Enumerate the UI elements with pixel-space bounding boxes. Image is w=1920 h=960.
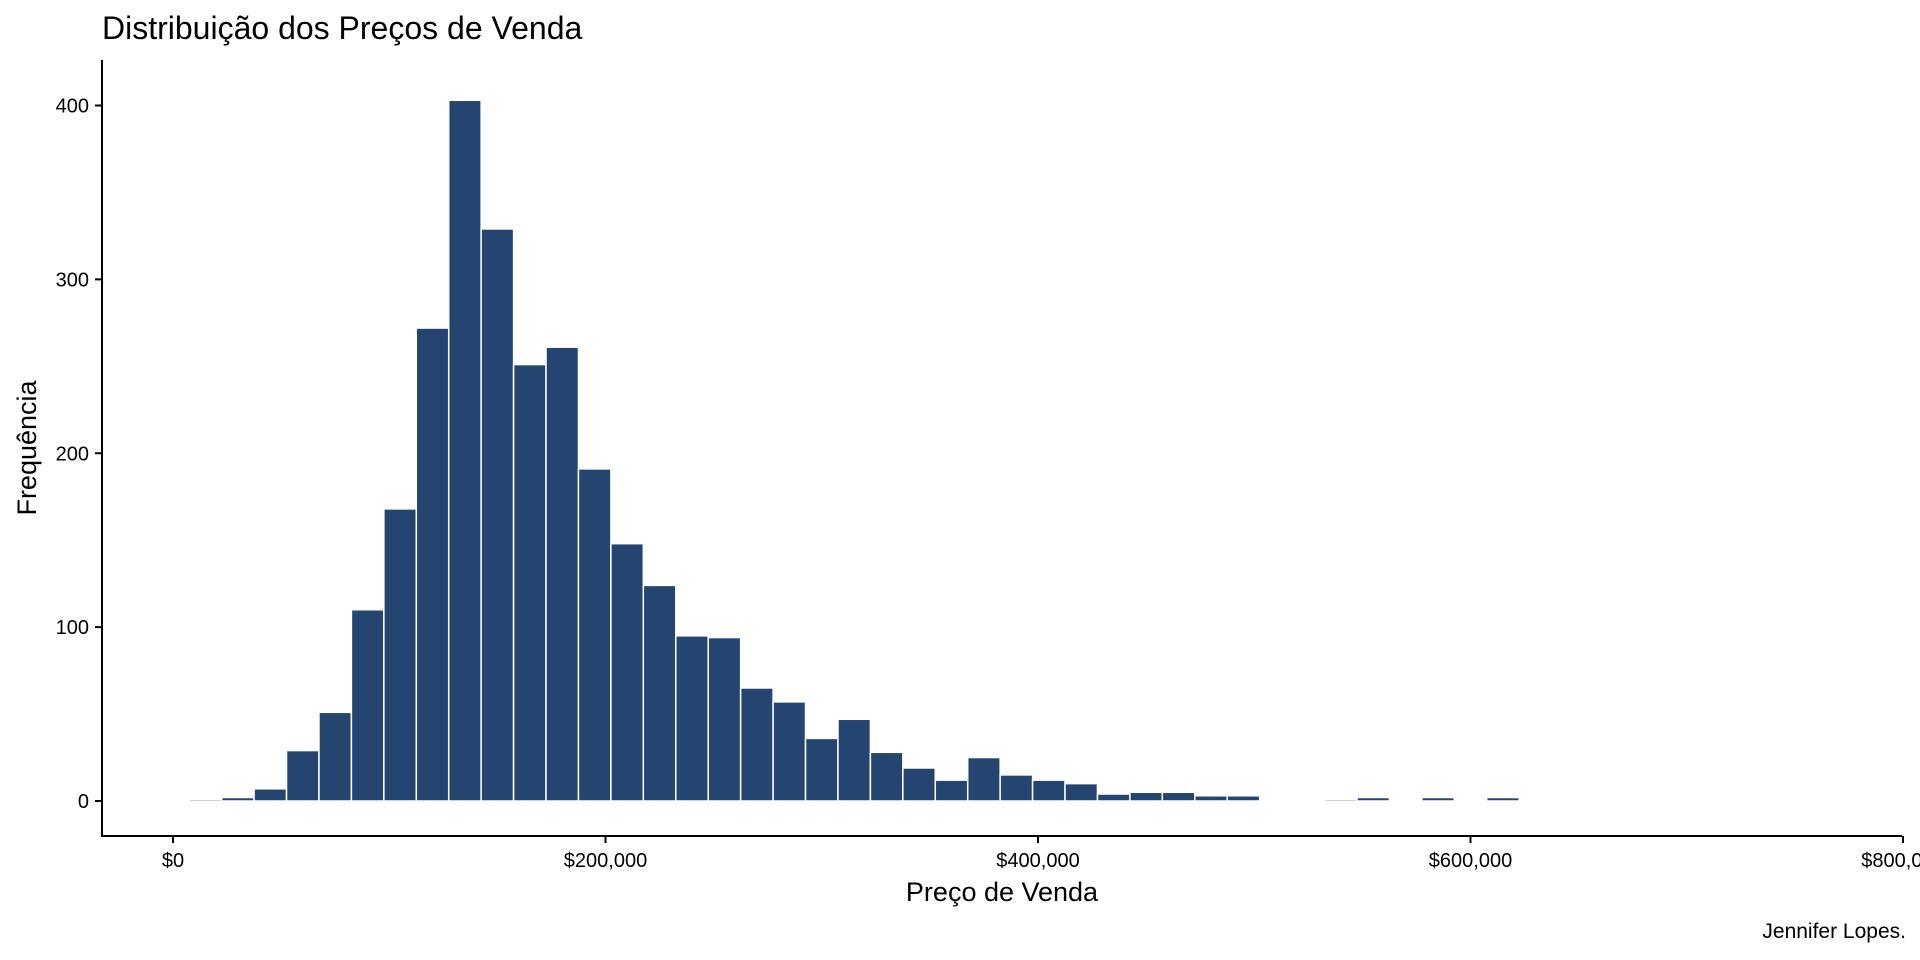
histogram-bar [1356,796,1391,802]
histogram-bar [934,779,969,802]
histogram-bar [1421,796,1456,802]
y-tick-label: 100 [56,617,89,639]
histogram-bar [285,749,320,802]
chart-caption: Jennifer Lopes. [1762,920,1906,943]
histogram-bar [869,751,904,802]
histogram-bar [253,788,288,802]
histogram-bar [350,608,385,802]
x-axis-title: Preço de Venda [906,877,1099,907]
y-tick-label: 400 [56,96,89,118]
histogram-bar [415,327,450,802]
histogram-bar [739,687,774,802]
histogram-bar [383,508,418,802]
histogram-bar [999,774,1034,802]
histogram-bar [642,584,677,802]
histogram-bar [804,737,839,802]
y-axis-title: Frequência [12,379,42,515]
histogram-bar [902,767,937,802]
histogram-bar [772,701,807,802]
histogram-bar [1226,795,1261,802]
y-tick-label: 300 [56,269,89,291]
histogram-bar [966,756,1001,802]
histogram-bar [837,718,872,802]
histogram-bar [1194,795,1228,802]
histogram-bar [318,711,353,802]
histogram-bar [512,363,547,802]
histogram-bar [1323,798,1358,802]
histogram-bar [1096,793,1131,802]
y-tick-label: 200 [56,443,89,465]
histogram-bar [1129,791,1164,802]
histogram-bar [1064,782,1099,802]
histogram-bar [1485,796,1520,802]
bars-group [188,99,1520,802]
histogram-bar [545,346,580,802]
y-ticks-group: 0 100 200 300 400 [56,96,102,813]
x-tick-label: $800,000 [1861,850,1920,872]
histogram-bar [577,468,612,802]
histogram-bar [188,798,223,802]
x-tick-label: $0 [162,850,184,872]
histogram-bar [707,636,742,802]
histogram-bar [1031,779,1066,802]
histogram-bar [610,542,645,802]
histogram-bar [675,635,709,802]
histogram-bar [1161,791,1196,802]
x-tick-label: $400,000 [996,850,1079,872]
x-tick-label: $200,000 [564,850,647,872]
histogram-bar [220,796,255,802]
y-tick-label: 0 [78,791,89,813]
x-tick-label: $600,000 [1429,850,1512,872]
chart-title: Distribuição dos Preços de Venda [102,10,583,46]
histogram-bar [447,99,482,802]
x-ticks-group: $0 $200,000 $400,000 $600,000 $800,000 [162,836,1920,872]
histogram-bar [480,228,515,802]
